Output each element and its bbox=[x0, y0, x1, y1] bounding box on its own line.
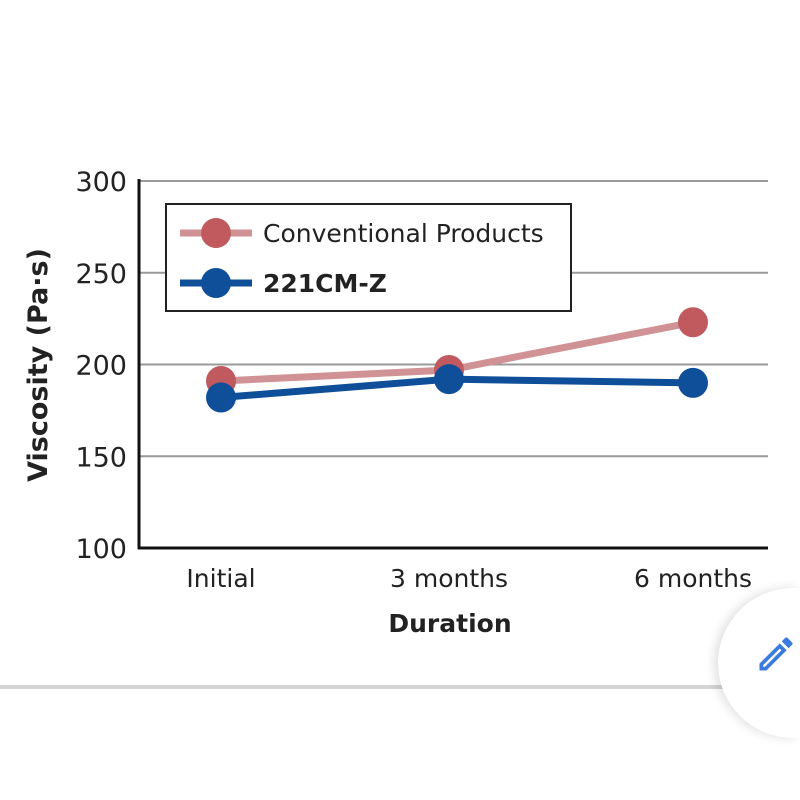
x-tick-label: Initial bbox=[186, 564, 255, 593]
legend-label: 221CM-Z bbox=[263, 269, 387, 298]
y-tick-label: 100 bbox=[75, 534, 127, 565]
divider bbox=[0, 685, 740, 689]
data-point bbox=[434, 364, 464, 395]
data-point bbox=[678, 307, 708, 338]
legend-marker bbox=[201, 268, 231, 298]
y-tick-label: 250 bbox=[75, 259, 127, 290]
data-point bbox=[678, 367, 708, 398]
y-tick-label: 200 bbox=[75, 351, 127, 382]
legend-box bbox=[165, 203, 572, 312]
legend-marker bbox=[201, 218, 231, 248]
y-axis-label: Viscosity (Pa·s) bbox=[23, 248, 54, 482]
y-tick-label: 150 bbox=[75, 442, 127, 473]
pencil-icon bbox=[759, 637, 793, 671]
y-tick-label: 300 bbox=[75, 167, 127, 198]
legend-label: Conventional Products bbox=[263, 219, 544, 248]
x-tick-label: 6 months bbox=[634, 564, 752, 593]
x-axis-label: Duration bbox=[388, 609, 511, 638]
x-tick-label: 3 months bbox=[390, 564, 508, 593]
data-point bbox=[206, 382, 236, 413]
